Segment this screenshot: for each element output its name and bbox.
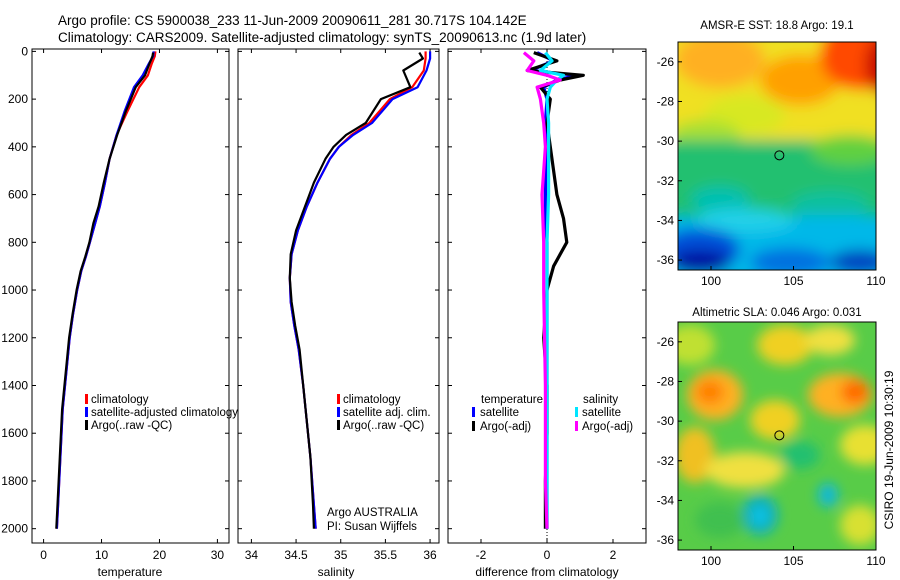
x-tick-label: 30 bbox=[211, 548, 225, 562]
x-tick-label: 0 bbox=[40, 548, 47, 562]
series-line-argo-raw-qc bbox=[55, 52, 155, 529]
y-tick-label: 1200 bbox=[1, 331, 28, 345]
legend-label-temp-argo: Argo(-adj) bbox=[480, 421, 531, 433]
difference-profile-panel: -2 0 2 temperature satellite Argo(-adj) sa… bbox=[447, 48, 647, 579]
legend-swatch-temp-satellite bbox=[472, 407, 475, 417]
legend-swatch-argo bbox=[337, 420, 340, 430]
legend-label-argo: Argo(..raw -QC) bbox=[91, 420, 172, 432]
sst-field bbox=[678, 42, 876, 270]
x-tick-label: 34 bbox=[245, 548, 259, 562]
y-tick-label: 600 bbox=[8, 188, 28, 202]
temperature-profile-panel: 0 10 20 30 0 200 400 600 800 1000 1200 1400 1600 1800… bbox=[1, 44, 238, 579]
legend-swatch-satellite bbox=[337, 407, 340, 417]
legend-swatch-sal-satellite bbox=[575, 407, 578, 417]
legend-title-salinity: salinity bbox=[583, 394, 618, 406]
sla-field bbox=[678, 325, 876, 545]
y-tick-label: 200 bbox=[8, 92, 28, 106]
legend-label-sal-argo: Argo(-adj) bbox=[582, 421, 633, 433]
legend-label-argo: Argo(..raw -QC) bbox=[343, 420, 424, 432]
sla-map-panel: Altimetric SLA: 0.046 Argo: 0.031 100 105… bbox=[657, 307, 886, 568]
salinity-annotation-line1: Argo AUSTRALIA bbox=[327, 507, 418, 519]
y-tick-label: -34 bbox=[657, 493, 675, 507]
y-tick-label: 400 bbox=[8, 140, 28, 154]
x-tick-label: 2 bbox=[610, 548, 617, 562]
series-line-argo-raw-qc bbox=[288, 52, 424, 529]
sst-map-frame bbox=[677, 41, 877, 271]
y-tick-label: -32 bbox=[657, 174, 675, 188]
x-tick-label: 110 bbox=[866, 554, 885, 568]
salinity-legend: climatology satellite adj. clim. Argo(..… bbox=[337, 394, 431, 432]
sst-map-title: AMSR-E SST: 18.8 Argo: 19.1 bbox=[700, 20, 853, 32]
legend-swatch-argo bbox=[85, 420, 88, 430]
x-tick-label: 20 bbox=[153, 548, 167, 562]
creation-stamp: CSIRO 19-Jun-2009 10:30:19 bbox=[882, 370, 896, 529]
temperature-plot-frame bbox=[31, 48, 230, 544]
argo-location-marker bbox=[774, 150, 785, 161]
salinity-annotation-line2: PI: Susan Wijffels bbox=[327, 521, 417, 533]
y-tick-label: 800 bbox=[8, 235, 28, 249]
salinity-plot-frame bbox=[237, 48, 440, 544]
y-tick-label: -28 bbox=[657, 374, 675, 388]
sla-map-title: Altimetric SLA: 0.046 Argo: 0.031 bbox=[692, 307, 861, 319]
x-tick-label: 105 bbox=[783, 554, 803, 568]
x-tick-label: 105 bbox=[783, 274, 803, 288]
sst-map-panel: AMSR-E SST: 18.8 Argo: 19.1 100 105 110 -26… bbox=[657, 20, 886, 288]
y-tick-label: -26 bbox=[657, 335, 675, 349]
x-tick-label: 35.5 bbox=[374, 548, 398, 562]
x-tick-label: 10 bbox=[95, 548, 109, 562]
y-tick-label: -36 bbox=[657, 533, 675, 547]
x-tick-label: 100 bbox=[701, 554, 721, 568]
y-tick-label: 2000 bbox=[1, 522, 28, 536]
y-tick-label: -32 bbox=[657, 454, 675, 468]
legend-swatch-climatology bbox=[85, 394, 88, 404]
x-tick-label: 110 bbox=[866, 274, 885, 288]
y-tick-label: -30 bbox=[657, 414, 675, 428]
difference-xlabel: difference from climatology bbox=[475, 565, 618, 579]
y-tick-label: -26 bbox=[657, 55, 675, 69]
y-tick-label: -34 bbox=[657, 213, 675, 227]
sla-map-frame bbox=[677, 321, 877, 551]
series-line-salinity-argo-adj bbox=[522, 51, 562, 529]
figure-title-line2: Climatology: CARS2009. Satellite-adjuste… bbox=[58, 30, 586, 45]
legend-swatch-climatology bbox=[337, 394, 340, 404]
legend-label-temp-satellite: satellite bbox=[480, 407, 519, 419]
y-tick-label: 1000 bbox=[1, 283, 28, 297]
temperature-xlabel: temperature bbox=[98, 565, 163, 579]
x-tick-label: 36 bbox=[423, 548, 437, 562]
difference-legend: temperature satellite Argo(-adj) salinit… bbox=[472, 394, 633, 433]
legend-swatch-satellite bbox=[85, 407, 88, 417]
temperature-legend: climatology satellite-adjusted climatolo… bbox=[85, 394, 238, 432]
legend-title-temperature: temperature bbox=[481, 394, 543, 406]
x-tick-label: 35 bbox=[334, 548, 348, 562]
salinity-xlabel: salinity bbox=[318, 565, 355, 579]
y-tick-label: 0 bbox=[21, 44, 28, 58]
x-tick-label: 34.5 bbox=[284, 548, 308, 562]
legend-label-satellite: satellite-adjusted climatology bbox=[91, 407, 238, 419]
series-line-salinity-satellite bbox=[538, 51, 566, 529]
y-tick-label: -30 bbox=[657, 134, 675, 148]
legend-swatch-sal-argo bbox=[575, 421, 578, 431]
x-tick-label: 100 bbox=[701, 274, 721, 288]
legend-label-climatology: climatology bbox=[91, 394, 149, 406]
legend-label-sal-satellite: satellite bbox=[582, 407, 621, 419]
argo-location-marker bbox=[774, 430, 785, 441]
legend-label-satellite: satellite adj. clim. bbox=[343, 407, 431, 419]
x-tick-label: 0 bbox=[544, 548, 551, 562]
y-tick-label: 1600 bbox=[1, 426, 28, 440]
y-tick-label: 1800 bbox=[1, 474, 28, 488]
y-tick-label: -36 bbox=[657, 253, 675, 267]
y-tick-label: -28 bbox=[657, 94, 675, 108]
legend-swatch-temp-argo bbox=[472, 421, 475, 431]
x-tick-label: -2 bbox=[476, 548, 487, 562]
salinity-profile-panel: 34 34.5 35 35.5 36 climatology satellite adj… bbox=[237, 48, 440, 579]
figure-title-line1: Argo profile: CS 5900038_233 11-Jun-2009… bbox=[58, 13, 527, 28]
legend-label-climatology: climatology bbox=[343, 394, 401, 406]
y-tick-label: 1400 bbox=[1, 378, 28, 392]
